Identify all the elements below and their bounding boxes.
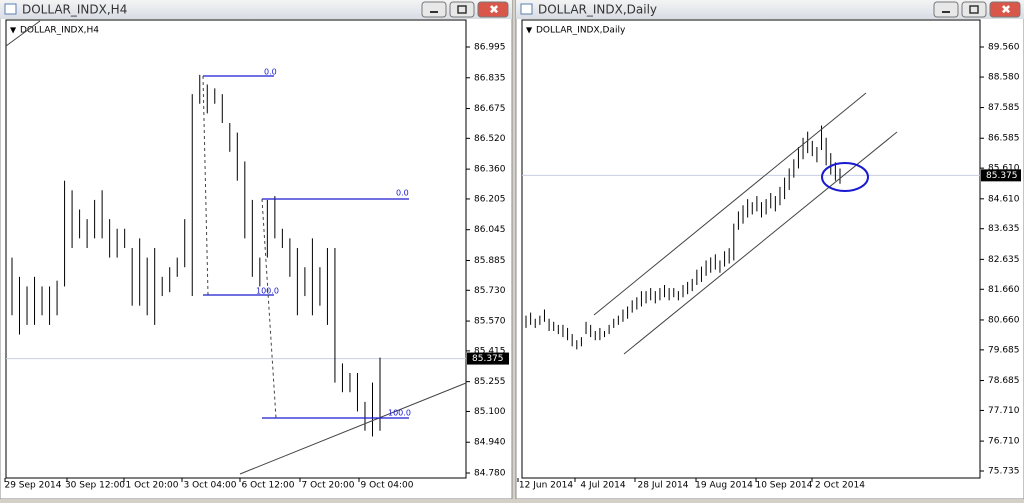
- x-tick-label: 30 Sep 12:00: [65, 481, 125, 491]
- chart-symbol-arrow: ▼: [10, 26, 17, 35]
- chart-symbol: DOLLAR_INDX,Daily: [536, 26, 626, 36]
- y-tick-label: 85.730: [474, 286, 506, 296]
- minimize-button[interactable]: [933, 1, 959, 18]
- close-glyph: ✖: [489, 3, 499, 17]
- restore-button[interactable]: [449, 1, 475, 18]
- restore-glyph: [457, 5, 467, 14]
- y-tick-label: 86.205: [474, 194, 506, 204]
- y-tick-label: 85.255: [474, 377, 506, 387]
- x-tick-label: 19 Aug 2014: [695, 481, 753, 491]
- x-tick-label: 12 Jun 2014: [519, 481, 573, 491]
- y-tick-label: 84.780: [474, 469, 506, 479]
- price-box: [981, 169, 1021, 182]
- x-tick-label: 28 Jul 2014: [638, 481, 689, 491]
- x-tick-label: 9 Oct 04:00: [361, 481, 414, 491]
- plot-area: [521, 19, 981, 479]
- fibo-trend: [261, 198, 277, 419]
- y-tick-label: 76.710: [988, 437, 1020, 447]
- chart-symbol: DOLLAR_INDX,H4: [20, 26, 99, 36]
- y-tick-label: 83.635: [988, 224, 1020, 234]
- restore-glyph: [969, 5, 979, 14]
- y-tick-label: 79.685: [988, 345, 1020, 355]
- title-bar: [0, 0, 512, 19]
- y-tick-label: 85.415: [474, 346, 506, 356]
- fibo-trend: [202, 75, 209, 296]
- y-tick-label: 86.360: [474, 165, 506, 175]
- y-tick-label: 82.635: [988, 255, 1020, 265]
- close-button[interactable]: [989, 1, 1021, 18]
- highlight-ellipse: [821, 162, 869, 192]
- y-tick-label: 84.610: [988, 194, 1020, 204]
- y-tick-label: 85.610: [988, 164, 1020, 174]
- plot-area: [5, 19, 467, 479]
- trend-line: [5, 20, 41, 47]
- trend-line: [239, 382, 467, 475]
- y-tick-label: 86.835: [474, 73, 506, 83]
- restore-button[interactable]: [961, 1, 987, 18]
- y-tick-label: 86.045: [474, 225, 506, 235]
- fibo-label: 100.0: [256, 287, 279, 296]
- y-tick-label: 80.660: [988, 315, 1020, 325]
- x-tick-label: 1 Oct 20:00: [126, 481, 179, 491]
- x-tick-label: 10 Sep 2014: [755, 481, 812, 491]
- channel-line: [593, 92, 867, 316]
- channel-line: [623, 131, 898, 355]
- x-tick-label: 7 Oct 20:00: [302, 481, 355, 491]
- y-tick-label: 86.585: [988, 134, 1020, 144]
- y-tick-label: 84.940: [474, 438, 506, 448]
- price-box: [467, 352, 509, 365]
- y-tick-label: 86.675: [474, 104, 506, 114]
- y-tick-label: 85.570: [474, 317, 506, 327]
- fibo-label: 0.0: [396, 189, 409, 198]
- window-icon: [520, 3, 533, 15]
- chart-symbol-arrow: ▼: [526, 26, 533, 35]
- minimize-button[interactable]: [421, 1, 447, 18]
- x-tick-label: 6 Oct 12:00: [242, 481, 295, 491]
- x-tick-label: 3 Oct 04:00: [184, 481, 237, 491]
- y-tick-label: 78.685: [988, 376, 1020, 386]
- y-tick-label: 88.580: [988, 73, 1020, 83]
- y-tick-label: 89.560: [988, 43, 1020, 53]
- y-tick-label: 77.710: [988, 406, 1020, 416]
- y-tick-label: 85.885: [474, 256, 506, 266]
- y-tick-label: 85.100: [474, 407, 506, 417]
- window-icon: [4, 3, 17, 15]
- x-tick-label: 29 Sep 2014: [4, 481, 61, 491]
- y-tick-label: 86.520: [474, 134, 506, 144]
- y-tick-label: 86.995: [474, 43, 506, 53]
- window-title: DOLLAR_INDX,Daily: [538, 3, 657, 17]
- fibo-label: 100.0: [388, 409, 411, 418]
- x-tick-label: 4 Jul 2014: [580, 481, 625, 491]
- window-title: DOLLAR_INDX,H4: [22, 3, 127, 17]
- y-tick-label: 81.660: [988, 285, 1020, 295]
- y-tick-label: 75.735: [988, 467, 1020, 477]
- price-label: 85.375: [986, 171, 1018, 181]
- y-tick-label: 87.585: [988, 103, 1020, 113]
- price-label: 85.375: [472, 354, 504, 364]
- close-button[interactable]: [477, 1, 509, 18]
- close-glyph: ✖: [1001, 3, 1011, 17]
- x-tick-label: 2 Oct 2014: [815, 481, 865, 491]
- fibo-label: 0.0: [264, 68, 277, 77]
- title-bar: [516, 0, 1024, 19]
